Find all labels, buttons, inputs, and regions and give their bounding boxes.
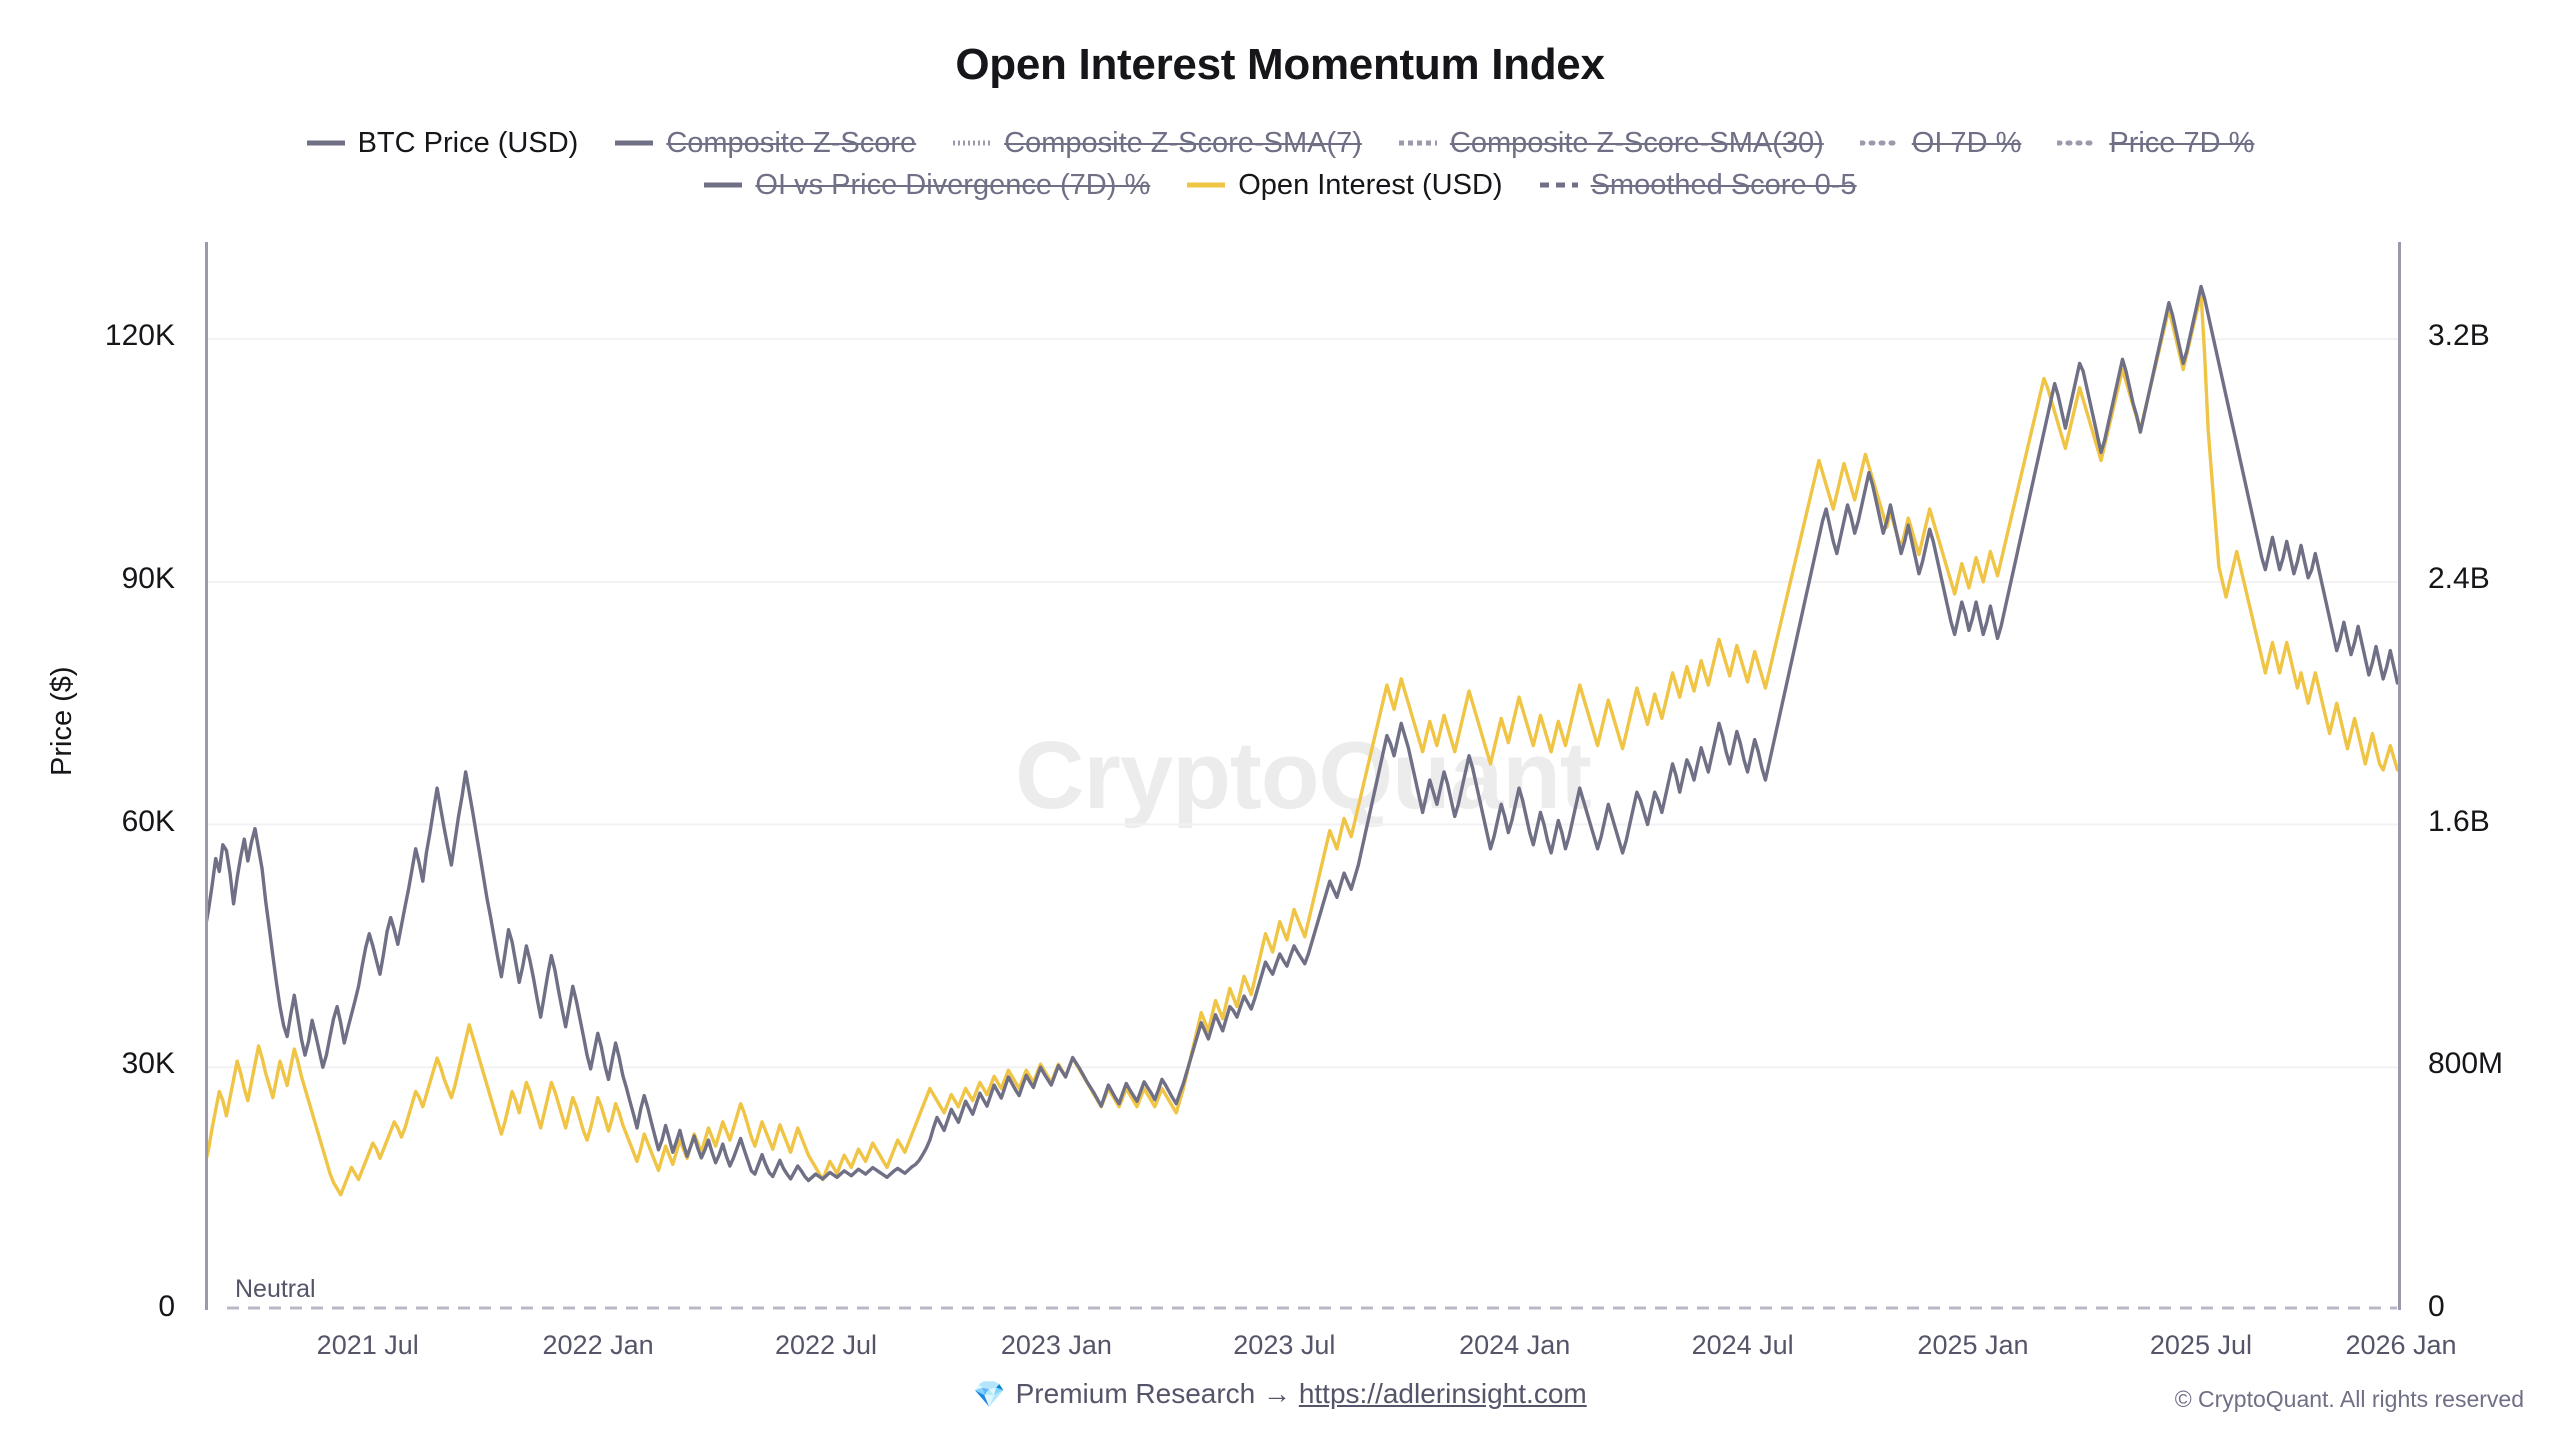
- y-tick-left: 30K: [121, 1047, 175, 1081]
- x-tick: 2026 Jan: [2345, 1330, 2457, 1360]
- x-tick: 2023 Jan: [1000, 1330, 1112, 1360]
- x-tick: 2024 Jan: [1459, 1330, 1571, 1360]
- y-tick-left: 60K: [121, 804, 175, 838]
- legend-row-1: BTC Price (USD) Composite Z-Score Composit…: [0, 122, 2560, 164]
- footer-premium-label: Premium Research →: [1015, 1378, 1292, 1409]
- y-tick-right: 2.4B: [2428, 561, 2490, 595]
- x-tick: 2021 Jul: [316, 1330, 419, 1360]
- legend-open-interest[interactable]: Open Interest (USD): [1186, 168, 1503, 201]
- x-tick: 2023 Jul: [1233, 1330, 1336, 1360]
- legend-composite-z-score[interactable]: Composite Z-Score: [614, 126, 917, 159]
- legend-oi-vs-price-divergence[interactable]: OI vs Price Divergence (7D) %: [703, 168, 1151, 201]
- y-tick-left: 120K: [104, 319, 175, 353]
- legend-label: OI 7D %: [1911, 126, 2022, 159]
- x-tick: 2025 Jul: [2149, 1330, 2252, 1360]
- y-axis-label-left: Price ($): [46, 666, 78, 776]
- chart-canvas: [205, 284, 2401, 1310]
- legend-label: Smoothed Score 0-5: [1590, 168, 1857, 201]
- legend-btc-price[interactable]: BTC Price (USD): [306, 126, 579, 159]
- legend-label: Open Interest (USD): [1238, 168, 1503, 201]
- series-line: [205, 284, 2401, 1183]
- y-tick-right: 800M: [2428, 1047, 2504, 1081]
- legend-label: BTC Price (USD): [357, 126, 579, 159]
- legend-row-2: OI vs Price Divergence (7D) % Open Intere…: [0, 164, 2560, 206]
- legend-label: Composite Z-Score-SMA(30): [1449, 126, 1824, 159]
- x-tick: 2024 Jul: [1691, 1330, 1794, 1360]
- legend-oi-7d-pct[interactable]: OI 7D %: [1859, 126, 2022, 159]
- legend-label: Composite Z-Score-SMA(7): [1004, 126, 1362, 159]
- y-tick-left: 0: [158, 1290, 175, 1323]
- legend-composite-z-score-sma7[interactable]: Composite Z-Score-SMA(7): [952, 126, 1362, 159]
- footer-link[interactable]: https://adlerinsight.com: [1298, 1378, 1587, 1409]
- y-tick-right: 0: [2428, 1290, 2445, 1323]
- legend-composite-z-score-sma30[interactable]: Composite Z-Score-SMA(30): [1398, 126, 1824, 159]
- neutral-annotation: Neutral: [235, 1275, 316, 1303]
- plot-area: CryptoQuant: [205, 242, 2401, 1310]
- x-tick: 2025 Jan: [1917, 1330, 2029, 1360]
- chart-legend: BTC Price (USD) Composite Z-Score Composit…: [0, 122, 2560, 206]
- legend-price-7d-pct[interactable]: Price 7D %: [2057, 126, 2255, 159]
- y-tick-right: 3.2B: [2428, 319, 2490, 353]
- x-tick: 2022 Jul: [774, 1330, 878, 1360]
- axis-spine-left: [205, 242, 208, 1310]
- y-tick-left: 90K: [121, 561, 175, 595]
- x-tick: 2022 Jan: [542, 1330, 654, 1360]
- legend-label: Composite Z-Score: [666, 126, 917, 159]
- y-tick-right: 1.6B: [2428, 804, 2490, 838]
- gem-icon: 💎: [973, 1379, 1006, 1409]
- legend-label: Price 7D %: [2109, 126, 2255, 159]
- legend-smoothed-score[interactable]: Smoothed Score 0-5: [1539, 168, 1857, 201]
- footer-copyright: © CryptoQuant. All rights reserved: [2174, 1386, 2524, 1412]
- legend-label: OI vs Price Divergence (7D) %: [755, 168, 1151, 201]
- footer-premium-research: 💎 Premium Research → https://adlerinsight…: [0, 1378, 2560, 1410]
- page-title: Open Interest Momentum Index: [955, 40, 1605, 89]
- axis-spine-right: [2398, 242, 2401, 1310]
- series-line: [205, 291, 2401, 1197]
